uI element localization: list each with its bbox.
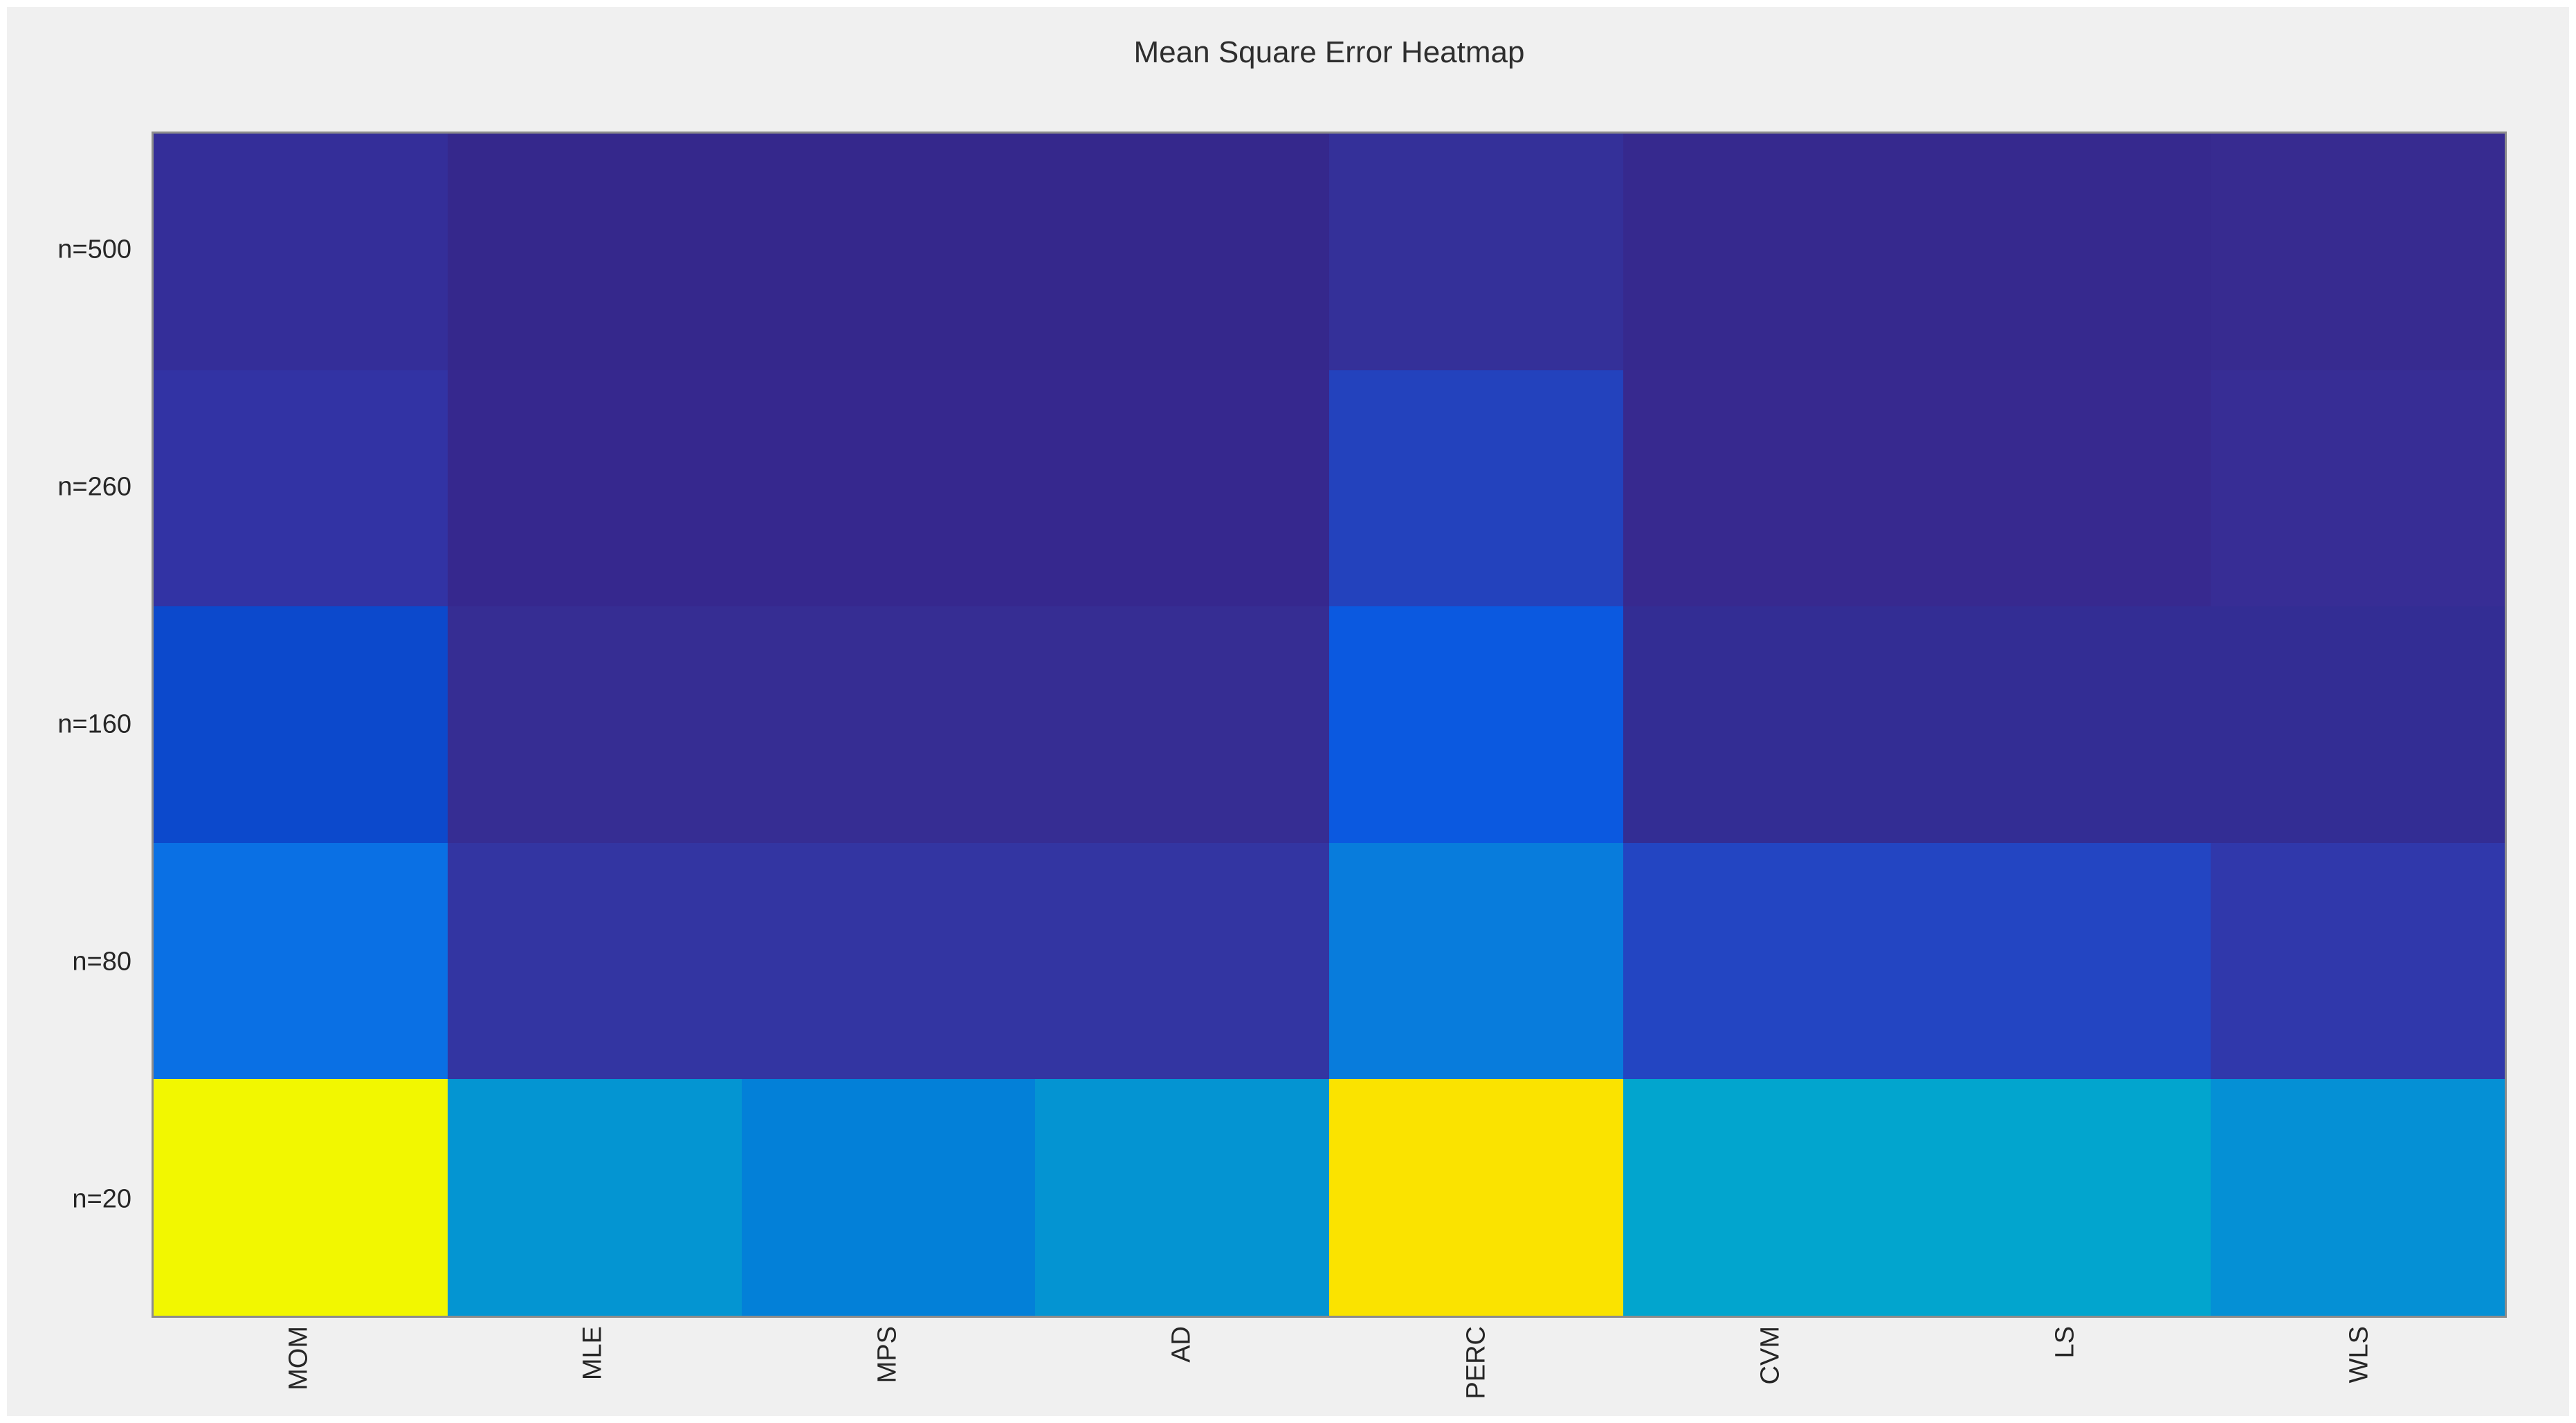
heatmap-cell — [1329, 842, 1623, 1080]
heatmap-cell — [1329, 606, 1623, 843]
x-axis-label-text: PERC — [1461, 1326, 1491, 1399]
heatmap-cell — [447, 842, 742, 1080]
heatmap-cell — [1623, 606, 1917, 843]
x-axis-label: PERC — [1461, 1326, 1491, 1399]
x-axis-label-text: WLS — [2344, 1326, 2374, 1384]
x-axis-label: AD — [1167, 1326, 1197, 1363]
heatmap-cell — [1035, 842, 1329, 1080]
heatmap-cell — [447, 1079, 742, 1316]
heatmap-cell — [154, 842, 448, 1080]
heatmap-cell — [741, 134, 1036, 370]
y-axis-label: n=260 — [57, 472, 131, 502]
x-axis-label-text: MOM — [284, 1326, 313, 1390]
heatmap-cell — [447, 370, 742, 607]
heatmap-cell — [1917, 842, 2211, 1080]
heatmap-cell — [2211, 370, 2505, 607]
heatmap-cell — [1917, 1079, 2211, 1316]
heatmap-cell — [1917, 134, 2211, 370]
heatmap-cell — [1623, 134, 1917, 370]
x-axis-label: WLS — [2345, 1326, 2375, 1383]
x-axis-label: MOM — [284, 1326, 313, 1390]
x-axis-label: MLE — [578, 1326, 608, 1380]
x-axis-label-text: AD — [1167, 1326, 1196, 1363]
x-axis-label-text: MPS — [873, 1326, 902, 1384]
y-axis-label: n=80 — [72, 947, 131, 977]
heatmap-cell — [1623, 842, 1917, 1080]
heatmap-cell — [2211, 606, 2505, 843]
heatmap-cell — [1329, 134, 1623, 370]
heatmap-cell — [1623, 1079, 1917, 1316]
figure-canvas: Mean Square Error Heatmap n=500 n=260 n=16… — [7, 7, 2569, 1416]
y-axis-label: n=500 — [57, 235, 131, 264]
heatmap-cell — [154, 370, 448, 607]
x-axis-label-text: CVM — [1755, 1326, 1785, 1385]
heatmap-cell — [447, 606, 742, 843]
x-axis-label: CVM — [1756, 1326, 1786, 1384]
heatmap-cell — [1035, 1079, 1329, 1316]
heatmap-cell — [1035, 606, 1329, 843]
heatmap-cell — [154, 606, 448, 843]
heatmap-cell — [154, 1079, 448, 1316]
heatmap-cell — [741, 606, 1036, 843]
heatmap-cell — [1035, 370, 1329, 607]
x-axis-label-text: LS — [2050, 1326, 2080, 1359]
heatmap-cell — [741, 370, 1036, 607]
heatmap-cell — [1917, 606, 2211, 843]
heatmap-cell — [2211, 134, 2505, 370]
heatmap-cell — [154, 134, 448, 370]
heatmap-cell — [2211, 1079, 2505, 1316]
heatmap-cell — [741, 1079, 1036, 1316]
heatmap-plot-area — [152, 132, 2507, 1318]
heatmap-cell — [1917, 370, 2211, 607]
chart-title: Mean Square Error Heatmap — [1133, 35, 1525, 69]
y-axis-label: n=160 — [57, 709, 131, 739]
heatmap-cell — [1329, 370, 1623, 607]
heatmap-cell — [2211, 842, 2505, 1080]
heatmap-cell — [1623, 370, 1917, 607]
y-axis-label: n=20 — [72, 1184, 131, 1214]
heatmap-cell — [1035, 134, 1329, 370]
x-axis-label: MPS — [873, 1326, 902, 1383]
heatmap-cell — [741, 842, 1036, 1080]
heatmap-cell — [447, 134, 742, 370]
heatmap-cell — [1329, 1079, 1623, 1316]
x-axis-label-text: MLE — [578, 1326, 608, 1381]
x-axis-label: LS — [2050, 1326, 2080, 1358]
